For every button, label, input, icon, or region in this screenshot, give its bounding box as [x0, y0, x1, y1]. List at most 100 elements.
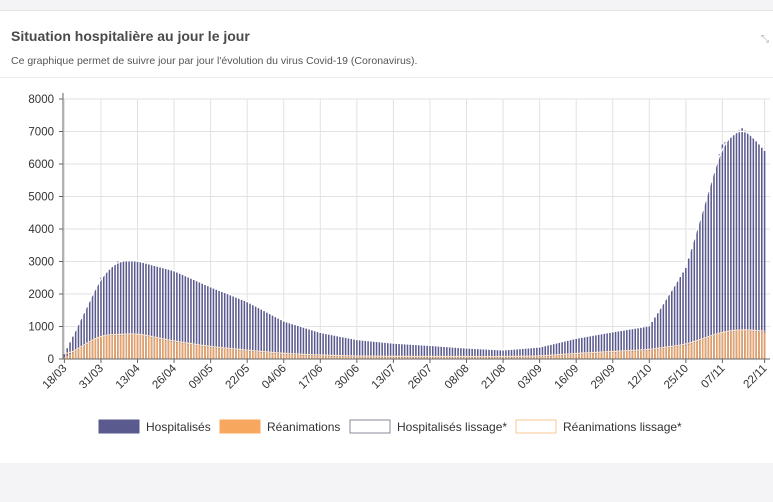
- bar-reanimations: [446, 357, 448, 359]
- bar-reanimations: [187, 344, 189, 359]
- bar-reanimations: [361, 357, 364, 359]
- bar-reanimations: [761, 332, 763, 359]
- y-tick-label: 0: [48, 354, 54, 366]
- x-tick-label: 13/07: [370, 363, 399, 392]
- bar-reanimations: [538, 357, 541, 359]
- bar-hospitalises: [597, 334, 600, 359]
- bar-reanimations: [249, 351, 251, 359]
- bar-hospitalises: [682, 272, 684, 359]
- bar-reanimations: [550, 356, 552, 359]
- bar-reanimations: [311, 355, 313, 359]
- bar-reanimations: [367, 357, 369, 359]
- bar-reanimations: [679, 346, 682, 359]
- bar-hospitalises: [763, 151, 766, 359]
- bar-reanimations: [398, 357, 400, 359]
- bar-reanimations: [232, 349, 234, 359]
- bar-reanimations: [294, 354, 296, 359]
- bar-reanimations: [732, 331, 735, 359]
- bar-hospitalises: [648, 326, 651, 359]
- bar-reanimations: [72, 352, 74, 359]
- expand-icon[interactable]: ⤡: [761, 34, 769, 45]
- bar-hospitalises: [434, 346, 437, 359]
- bar-reanimations: [752, 331, 755, 360]
- bar-hospitalises: [159, 267, 161, 359]
- bar-hospitalises: [477, 349, 479, 359]
- bar-reanimations: [170, 341, 173, 359]
- bar-reanimations: [181, 343, 184, 360]
- bar-hospitalises: [342, 337, 344, 359]
- bar-reanimations: [74, 350, 77, 360]
- bar-hospitalises: [319, 333, 322, 359]
- bar-hospitalises: [668, 295, 670, 359]
- bar-hospitalises: [367, 341, 369, 359]
- bar-reanimations: [437, 357, 440, 359]
- bar-reanimations: [133, 334, 136, 359]
- bar-hospitalises: [420, 345, 423, 359]
- bar-reanimations: [237, 350, 240, 360]
- bar-reanimations: [229, 349, 232, 359]
- bar-reanimations: [648, 350, 651, 359]
- bar-reanimations: [645, 350, 648, 359]
- bar-hospitalises: [282, 321, 285, 360]
- bar-hospitalises: [111, 266, 113, 359]
- bar-reanimations: [533, 357, 535, 360]
- bar-hospitalises: [246, 302, 248, 360]
- bar-hospitalises: [167, 269, 170, 359]
- bar-reanimations: [614, 352, 617, 359]
- bar-hospitalises: [544, 346, 547, 359]
- bar-hospitalises: [403, 344, 406, 359]
- bar-reanimations: [103, 336, 105, 360]
- y-tick-label: 6000: [28, 159, 54, 171]
- bar-reanimations: [184, 343, 187, 359]
- bar-reanimations: [541, 356, 544, 359]
- bar-reanimations: [353, 356, 355, 359]
- y-tick-label: 7000: [28, 127, 54, 139]
- bar-hospitalises: [426, 345, 428, 359]
- bar-reanimations: [347, 356, 350, 359]
- bar-hospitalises: [232, 296, 234, 359]
- bar-hospitalises: [198, 282, 201, 359]
- bar-reanimations: [634, 351, 637, 359]
- bar-reanimations: [668, 347, 670, 359]
- bar-hospitalises: [499, 350, 502, 359]
- bar-hospitalises: [513, 349, 516, 359]
- bar-reanimations: [305, 355, 308, 359]
- bar-reanimations: [659, 348, 662, 359]
- bar-hospitalises: [204, 285, 206, 359]
- bar-hospitalises: [659, 308, 662, 359]
- legend-item-3[interactable]: Hospitalisés lissage*: [349, 419, 507, 434]
- bar-reanimations: [524, 357, 527, 359]
- bar-hospitalises: [308, 329, 310, 359]
- card-title: Situation hospitalière au jour le jour: [11, 28, 250, 44]
- bar-hospitalises: [325, 334, 327, 359]
- bar-hospitalises: [761, 147, 763, 359]
- bar-hospitalises: [704, 201, 707, 359]
- bar-hospitalises: [457, 348, 459, 359]
- bar-reanimations: [583, 354, 586, 359]
- bar-hospitalises: [274, 317, 277, 360]
- bar-hospitalises: [125, 261, 128, 359]
- y-tick-label: 8000: [28, 94, 54, 106]
- bar-reanimations: [246, 351, 248, 359]
- x-tick-label: 30/06: [333, 363, 362, 392]
- bar-hospitalises: [190, 278, 192, 359]
- bar-hospitalises: [707, 192, 710, 359]
- bar-hospitalises: [221, 292, 223, 359]
- bar-reanimations: [384, 357, 386, 359]
- bar-hospitalises: [744, 130, 746, 359]
- x-tick-label: 22/11: [741, 363, 769, 391]
- bar-hospitalises: [63, 354, 66, 360]
- legend-item-2[interactable]: Réanimations: [219, 419, 340, 434]
- bar-reanimations: [617, 352, 620, 359]
- bar-hospitalises: [432, 346, 434, 359]
- bar-reanimations: [395, 357, 397, 359]
- legend-item-4[interactable]: Réanimations lissage*: [515, 419, 682, 434]
- bar-reanimations: [536, 357, 538, 359]
- bar-reanimations: [83, 346, 85, 359]
- bar-reanimations: [707, 337, 710, 359]
- bar-hospitalises: [94, 289, 97, 359]
- bar-hospitalises: [100, 277, 102, 359]
- bar-hospitalises: [671, 290, 673, 359]
- legend-item-1[interactable]: Hospitalisés: [98, 419, 211, 434]
- bar-reanimations: [544, 356, 547, 359]
